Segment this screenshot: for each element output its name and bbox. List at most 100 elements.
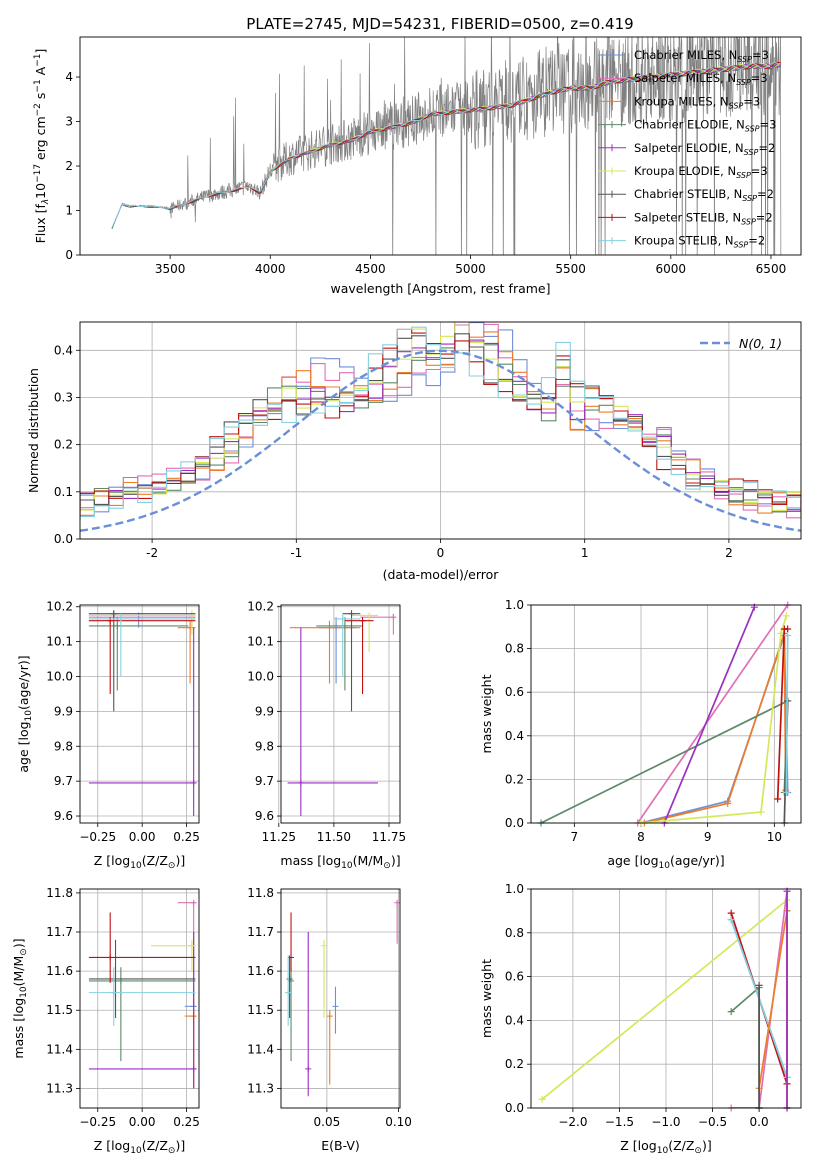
x-tick-label: 4500 [355,262,386,276]
y-tick-label: 1 [65,204,73,218]
x-tick-label: 2 [725,546,733,560]
x-tick-label: 11.25 [262,830,296,844]
legend-subscript: SSP [737,55,752,64]
spectrum-data-line [111,37,782,255]
x-tick-label: −1.5 [605,1115,634,1129]
mass-weight-marker [757,808,765,816]
y-tick-label: 10.1 [46,635,73,649]
legend-name: Kroupa STELIB, N [634,234,734,248]
x-axis-label: Z [log10(Z/Z⊙)] [94,1138,185,1156]
mass-weight-marker [727,1008,735,1016]
data-point [286,975,293,982]
data-point [339,615,346,622]
y-tick-label: 10.1 [247,635,274,649]
mass-weight-marker [727,916,735,924]
y-tick-label: 0.0 [54,532,73,546]
label-part: ⊙ [168,861,176,871]
y-tick-label: 11.8 [247,886,274,900]
y-tick-label: 0.2 [505,772,524,786]
label-part: mass [log [280,853,341,868]
histogram-step-line [80,322,801,519]
x-tick-label: 0.00 [129,830,156,844]
y-tick-label: 0.0 [505,1101,524,1115]
x-tick-label: 5500 [555,262,586,276]
y-tick-label: 0.0 [505,816,524,830]
mass-weight-marker [782,788,790,796]
figure-title: PLATE=2745, MJD=54231, FIBERID=0500, z=0… [246,15,633,33]
y-tick-label: 9.9 [255,704,274,718]
x-tick-label: −0.25 [79,830,116,844]
label-part: Flux [f [33,204,48,244]
y-tick-label: 0.4 [505,1013,524,1027]
data-point [107,954,114,961]
label-part: )] [175,853,185,868]
y-axis-label: Flux [fλ10−17 erg cm−2 s−1 A−1] [33,49,51,244]
y-tick-label: 11.7 [46,925,73,939]
x-tick-label: −0.5 [698,1115,727,1129]
x-tick-label: 0.0 [750,1115,769,1129]
legend-name: Salpeter STELIB, N [634,210,741,224]
x-tick-label: 11.75 [372,830,406,844]
legend-entry: Salpeter MILES, NSSP=3 [634,71,768,87]
data-point [297,779,304,786]
spectrum-panel: 3500 4000 4500 5000 5500 6000 6500 0 1 2 3 4 wavelen… [33,36,802,296]
massweight-vs-metallicity-panel: −2.0 −1.5 −1.0 −0.5 0.0 0.0 0.2 0.4 0.6 0.8 1.0 Z [… [479,882,802,1156]
legend-name: Chabrier STELIB, N [634,187,742,201]
legend-count: =2 [756,210,773,224]
y-tick-label: 0.8 [505,642,524,656]
label-part: (Z/Z [668,1138,694,1153]
mass-weight-line [640,635,789,823]
y-tick-label: 11.3 [46,1081,73,1095]
mass-weight-line [644,633,787,823]
y-tick-label: 9.6 [255,809,274,823]
data-point [188,942,195,949]
x-tick-label: 5000 [455,262,486,276]
legend-name: Salpeter MILES, N [634,71,736,85]
label-part: mass [log [11,998,26,1059]
label-part: λ [41,199,51,205]
data-point [326,1013,333,1020]
axes-frame [530,604,802,824]
legend-entry: Chabrier MILES, NSSP=3 [634,48,769,64]
data-point [190,1065,197,1072]
data-point [394,899,400,906]
label-part: −2 [33,103,43,116]
legend-name: Kroupa ELODIE, N [634,164,736,178]
x-axis-label: Z [log10(Z/Z⊙)] [620,1138,711,1156]
legend-subscript: SSP [736,78,751,87]
histogram-step-line [80,322,801,519]
legend-count: =3 [751,71,768,85]
label-part: )] [702,1138,712,1153]
y-tick-label: 1.0 [505,598,524,612]
mass-weight-marker [724,799,732,807]
x-tick-label: 8 [637,830,645,844]
data-point [390,614,397,621]
x-tick-label: 0.00 [129,1115,156,1129]
axes-frame [280,888,401,1109]
legend-count: =2 [748,234,765,248]
label-part: ⊙ [383,861,391,871]
label-part: ⊙ [19,948,29,956]
axes-frame [79,604,200,824]
mass-weight-line [541,898,788,1108]
x-tick-label: −1.0 [651,1115,680,1129]
mass-weight-marker [538,1095,546,1103]
label-part: 10 [19,986,29,998]
x-tick-label: −0.25 [79,1115,116,1129]
legend-count: =2 [758,141,775,155]
gaussian-curve [80,349,801,532]
y-tick-label: 11.6 [247,964,274,978]
label-part: ] [33,49,48,54]
legend-count: =3 [752,48,769,62]
y-tick-label: 11.4 [46,1042,73,1056]
label-part: 10 [33,183,48,199]
mass-weight-marker [784,632,792,640]
y-tick-label: 0.6 [505,685,524,699]
x-tick-label: 7 [571,830,579,844]
y-axis-label: mass [log10(M/M⊙)] [11,938,29,1058]
label-part: Z [log [620,1138,656,1153]
label-part: (age/yr)] [670,853,725,868]
y-tick-label: 0.4 [505,729,524,743]
data-point [114,622,121,629]
